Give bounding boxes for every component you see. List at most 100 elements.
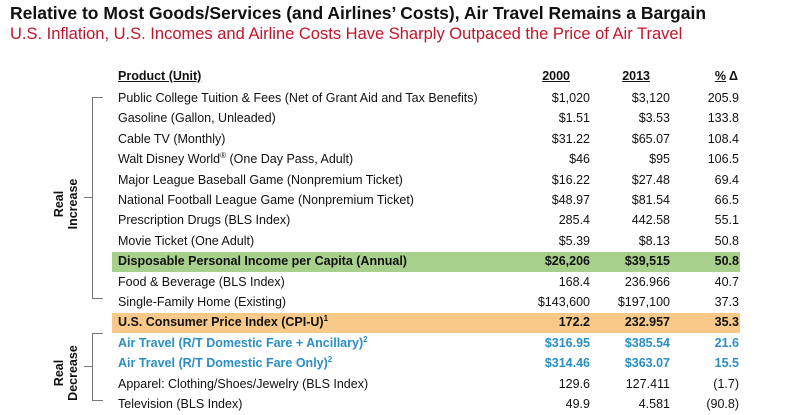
table-row: Apparel: Clothing/Shoes/Jewelry (BLS Ind… bbox=[112, 375, 740, 395]
value-2000-cell: $1,020 bbox=[551, 91, 590, 105]
product-name: Apparel: Clothing/Shoes/Jewelry (BLS Ind… bbox=[118, 376, 369, 391]
header-2013: 2013 bbox=[622, 69, 650, 83]
product-cell: Cable TV (Monthly) bbox=[118, 132, 225, 146]
product-cell: National Football League Game (Nonpremiu… bbox=[118, 193, 414, 207]
product-cell: Disposable Personal Income per Capita (A… bbox=[118, 254, 407, 268]
product-name: Food & Beverage (BLS Index) bbox=[118, 274, 285, 289]
value-2000-cell: 168.4 bbox=[558, 274, 590, 289]
percent-change-cell: 21.6 bbox=[714, 335, 739, 350]
real-decrease-label-line1: Real bbox=[52, 359, 66, 387]
value-2000-cell: $26,206 bbox=[544, 254, 590, 269]
footnote-mark: 2 bbox=[327, 355, 333, 365]
table-row: Disposable Personal Income per Capita (A… bbox=[112, 252, 740, 273]
value-2000-cell: 285.4 bbox=[558, 213, 590, 228]
footnote-mark: 1 bbox=[323, 314, 329, 324]
product-name: U.S. Consumer Price Index (CPI-U) bbox=[118, 315, 324, 330]
percent-change-cell: 37.3 bbox=[714, 295, 739, 309]
percent-change-cell: 66.5 bbox=[714, 193, 739, 207]
product-name: Television (BLS Index) bbox=[118, 397, 243, 411]
percent-change-cell: 50.8 bbox=[714, 254, 739, 269]
value-2013-cell: $27.48 bbox=[631, 172, 670, 187]
product-cell: Walt Disney World® (One Day Pass, Adult) bbox=[118, 151, 354, 167]
header-product: Product (Unit) bbox=[118, 69, 202, 83]
table-row: Gasoline (Gallon, Unleaded) $1.51 $3.53 133… bbox=[112, 109, 740, 129]
product-cell: Single-Family Home (Existing) bbox=[118, 295, 286, 309]
percent-change-cell: 108.4 bbox=[707, 131, 739, 146]
value-2000-cell: $314.46 bbox=[544, 356, 590, 371]
value-2000-cell: $143,600 bbox=[537, 295, 590, 309]
percent-change-cell: 50.8 bbox=[714, 233, 739, 248]
value-2013-cell: 4.581 bbox=[638, 397, 670, 411]
product-cell: Television (BLS Index) bbox=[118, 397, 242, 411]
product-cell: Air Travel (R/T Domestic Fare Only)2 bbox=[118, 355, 333, 371]
product-name: Air Travel (R/T Domestic Fare Only) bbox=[118, 356, 328, 371]
value-2013-cell: $3.53 bbox=[638, 111, 670, 126]
value-2000-cell: 49.9 bbox=[565, 397, 590, 411]
value-2013-cell: $39,515 bbox=[624, 254, 670, 269]
value-2000-cell: $31.22 bbox=[551, 131, 590, 146]
real-increase-label: Real Increase bbox=[52, 174, 80, 234]
value-2013-cell: $385.54 bbox=[624, 335, 670, 350]
product-cell: Food & Beverage (BLS Index) bbox=[118, 275, 285, 289]
product-name: Movie Ticket (One Adult) bbox=[118, 233, 255, 248]
value-2013-cell: $363.07 bbox=[624, 356, 670, 371]
value-2000-cell: $16.22 bbox=[551, 172, 590, 187]
table-row: Cable TV (Monthly) $31.22 $65.07 108.4 bbox=[112, 130, 740, 150]
table-row: U.S. Consumer Price Index (CPI-U)1 172.2 2… bbox=[112, 313, 740, 334]
table-row: Single-Family Home (Existing) $143,600 $19… bbox=[112, 293, 740, 313]
value-2013-cell: $8.13 bbox=[638, 233, 670, 248]
percent-change-cell: (90.8) bbox=[706, 397, 739, 411]
percent-change-cell: 133.8 bbox=[707, 111, 739, 126]
percent-change-cell: (1.7) bbox=[713, 376, 739, 391]
real-decrease-label: Real Decrease bbox=[52, 343, 80, 403]
header-percent-change: % Δ bbox=[715, 69, 738, 83]
header-2000: 2000 bbox=[542, 69, 570, 83]
product-cell: Major League Baseball Game (Nonpremium T… bbox=[118, 173, 403, 187]
real-increase-bracket-tick bbox=[84, 197, 92, 198]
value-2013-cell: 232.957 bbox=[624, 315, 670, 330]
value-2013-cell: 127.411 bbox=[625, 376, 670, 391]
product-cell: Air Travel (R/T Domestic Fare + Ancillar… bbox=[118, 334, 368, 350]
table-row: Television (BLS Index) 49.9 4.581 (90.8) bbox=[112, 395, 740, 415]
table-row: Movie Ticket (One Adult) $5.39 $8.13 50.8 bbox=[112, 232, 740, 252]
value-2000-cell: $48.97 bbox=[551, 193, 590, 207]
percent-change-cell: 55.1 bbox=[714, 213, 739, 228]
percent-change-cell: 40.7 bbox=[714, 274, 739, 289]
value-2000-cell: $316.95 bbox=[544, 335, 590, 350]
product-cell: Gasoline (Gallon, Unleaded) bbox=[118, 111, 276, 125]
real-decrease-bracket bbox=[92, 333, 103, 401]
percent-change-cell: 69.4 bbox=[714, 172, 739, 187]
percent-change-cell: 205.9 bbox=[707, 91, 739, 105]
real-increase-label-line1: Real bbox=[52, 190, 66, 218]
header-percent: % bbox=[714, 69, 726, 83]
footnote-mark: ® bbox=[220, 151, 227, 161]
value-2000-cell: $1.51 bbox=[558, 111, 590, 126]
value-2013-cell: 442.58 bbox=[631, 213, 670, 228]
product-cell: Prescription Drugs (BLS Index) bbox=[118, 213, 290, 227]
product-name: Major League Baseball Game (Nonpremium T… bbox=[118, 172, 403, 187]
table-row: Air Travel (R/T Domestic Fare + Ancillar… bbox=[112, 334, 740, 354]
value-2000-cell: 129.6 bbox=[558, 376, 590, 391]
table-row: Public College Tuition & Fees (Net of Gr… bbox=[112, 89, 740, 109]
percent-change-cell: 15.5 bbox=[714, 356, 739, 371]
value-2013-cell: $197,100 bbox=[617, 295, 670, 309]
product-name: Gasoline (Gallon, Unleaded) bbox=[118, 111, 276, 126]
product-name: Cable TV (Monthly) bbox=[118, 131, 226, 146]
product-name: Air Travel (R/T Domestic Fare + Ancillar… bbox=[118, 335, 364, 350]
product-name: Single-Family Home (Existing) bbox=[118, 295, 287, 309]
value-2013-cell: 236.966 bbox=[624, 274, 670, 289]
value-2013-cell: $65.07 bbox=[631, 131, 670, 146]
table-row: Air Travel (R/T Domestic Fare Only)2 $314… bbox=[112, 354, 740, 374]
value-2013-cell: $81.54 bbox=[631, 193, 670, 207]
product-name: Prescription Drugs (BLS Index) bbox=[118, 213, 291, 228]
product-name: Disposable Personal Income per Capita (A… bbox=[118, 254, 407, 269]
footnote-mark: 2 bbox=[363, 334, 368, 344]
page-title: Relative to Most Goods/Services (and Air… bbox=[10, 3, 707, 23]
product-name-rest: (One Day Pass, Adult) bbox=[226, 152, 354, 167]
table-row: Prescription Drugs (BLS Index) 285.4 442.5… bbox=[112, 211, 740, 231]
real-increase-label-line2: Increase bbox=[66, 178, 80, 230]
table-row: National Football League Game (Nonpremiu… bbox=[112, 191, 740, 211]
real-decrease-label-line2: Decrease bbox=[66, 345, 80, 401]
percent-change-cell: 106.5 bbox=[707, 152, 739, 167]
product-name: Public College Tuition & Fees (Net of Gr… bbox=[118, 91, 478, 105]
